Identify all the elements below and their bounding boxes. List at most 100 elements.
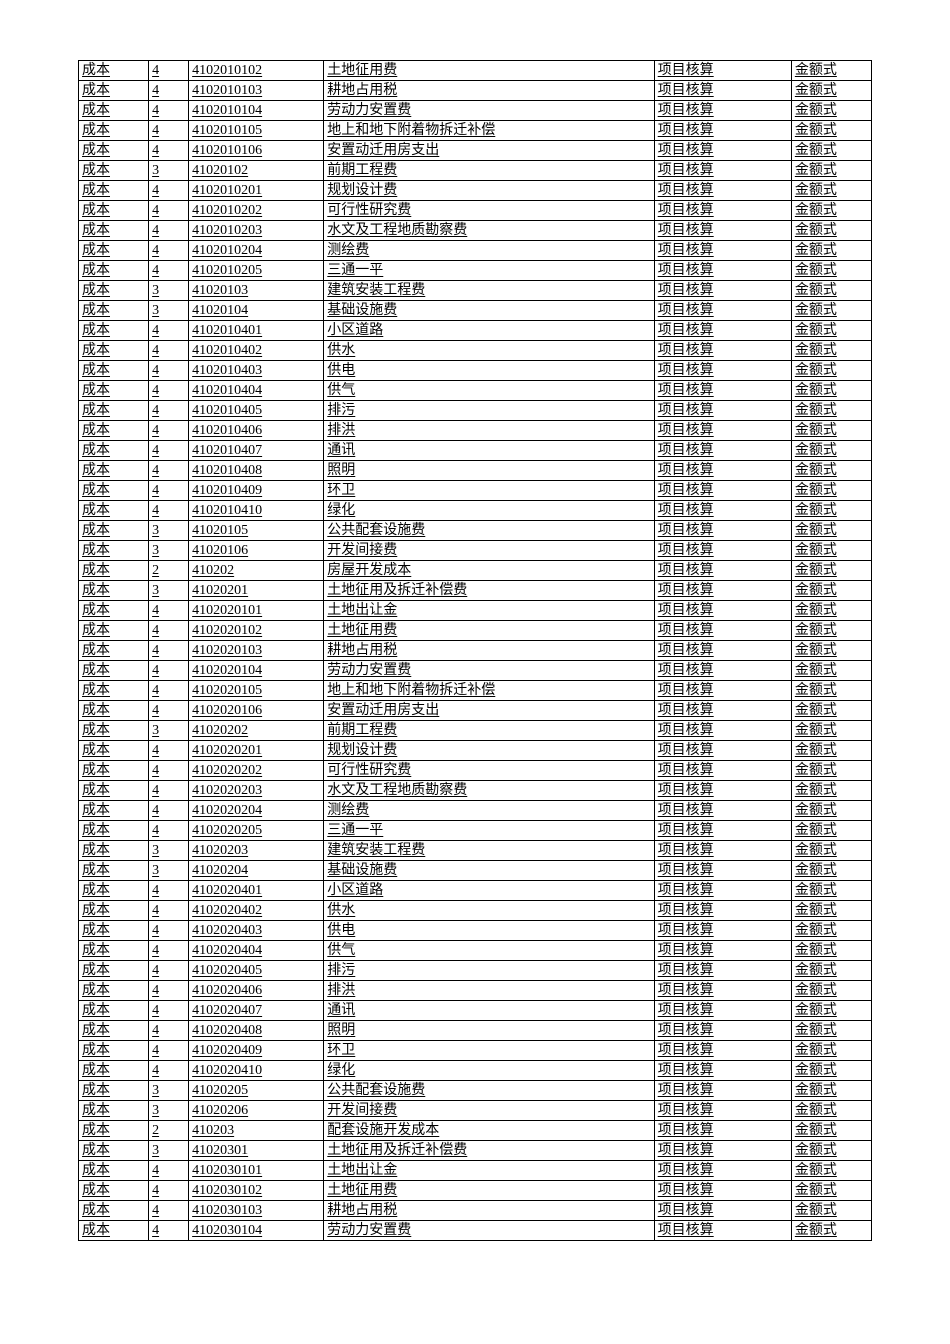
cell-name: 可行性研究费 [324, 201, 654, 221]
cell-name: 土地征用及拆迁补偿费 [324, 1141, 654, 1161]
cell-calc-method: 项目核算 [654, 221, 791, 241]
table-row: 成本44102010104劳动力安置费项目核算金额式 [79, 101, 872, 121]
cell-calc-method: 项目核算 [654, 1021, 791, 1041]
cell-name: 公共配套设施费 [324, 521, 654, 541]
table-row: 成本44102010407通讯项目核算金额式 [79, 441, 872, 461]
table-row: 成本44102020410绿化项目核算金额式 [79, 1061, 872, 1081]
cell-code: 4102010409 [189, 481, 324, 501]
cell-calc-method: 项目核算 [654, 1161, 791, 1181]
cell-category: 成本 [79, 601, 149, 621]
cell-format: 金额式 [791, 641, 871, 661]
cell-code: 4102010106 [189, 141, 324, 161]
cell-code: 410202 [189, 561, 324, 581]
cell-format: 金额式 [791, 721, 871, 741]
cell-name: 供电 [324, 361, 654, 381]
cell-format: 金额式 [791, 261, 871, 281]
cell-format: 金额式 [791, 521, 871, 541]
cell-level: 4 [149, 1041, 189, 1061]
table-row: 成本341020301土地征用及拆迁补偿费项目核算金额式 [79, 1141, 872, 1161]
cell-level: 4 [149, 661, 189, 681]
table-row: 成本44102010410绿化项目核算金额式 [79, 501, 872, 521]
cell-code: 4102010408 [189, 461, 324, 481]
cell-level: 4 [149, 681, 189, 701]
cell-name: 绿化 [324, 1061, 654, 1081]
table-row: 成本44102020406排洪项目核算金额式 [79, 981, 872, 1001]
cell-code: 4102010105 [189, 121, 324, 141]
cell-format: 金额式 [791, 421, 871, 441]
cell-name: 测绘费 [324, 241, 654, 261]
cell-format: 金额式 [791, 821, 871, 841]
cell-category: 成本 [79, 1061, 149, 1081]
cell-category: 成本 [79, 221, 149, 241]
cost-account-table: 成本44102010102土地征用费项目核算金额式成本44102010103耕地… [78, 60, 872, 1241]
cell-format: 金额式 [791, 1081, 871, 1101]
cell-calc-method: 项目核算 [654, 701, 791, 721]
cell-name: 土地征用及拆迁补偿费 [324, 581, 654, 601]
cell-format: 金额式 [791, 161, 871, 181]
cell-code: 4102010402 [189, 341, 324, 361]
cell-name: 水文及工程地质勘察费 [324, 781, 654, 801]
cell-code: 4102020202 [189, 761, 324, 781]
cell-code: 4102010104 [189, 101, 324, 121]
cell-name: 建筑安装工程费 [324, 841, 654, 861]
cell-format: 金额式 [791, 1041, 871, 1061]
cell-format: 金额式 [791, 501, 871, 521]
cell-level: 4 [149, 121, 189, 141]
cell-category: 成本 [79, 201, 149, 221]
cell-code: 4102010203 [189, 221, 324, 241]
cell-format: 金额式 [791, 1141, 871, 1161]
cell-category: 成本 [79, 1221, 149, 1241]
cell-code: 41020206 [189, 1101, 324, 1121]
cell-code: 41020301 [189, 1141, 324, 1161]
cell-level: 4 [149, 1181, 189, 1201]
cell-category: 成本 [79, 441, 149, 461]
cell-calc-method: 项目核算 [654, 961, 791, 981]
cell-format: 金额式 [791, 281, 871, 301]
cell-name: 土地征用费 [324, 61, 654, 81]
cell-calc-method: 项目核算 [654, 1101, 791, 1121]
cell-name: 小区道路 [324, 881, 654, 901]
cell-name: 劳动力安置费 [324, 101, 654, 121]
cell-format: 金额式 [791, 1061, 871, 1081]
cell-level: 4 [149, 401, 189, 421]
cell-name: 供电 [324, 921, 654, 941]
table-row: 成本341020105公共配套设施费项目核算金额式 [79, 521, 872, 541]
cell-level: 4 [149, 61, 189, 81]
cell-calc-method: 项目核算 [654, 721, 791, 741]
cell-name: 照明 [324, 1021, 654, 1041]
cell-level: 4 [149, 881, 189, 901]
cell-name: 耕地占用税 [324, 81, 654, 101]
cell-code: 41020103 [189, 281, 324, 301]
cell-format: 金额式 [791, 761, 871, 781]
cell-level: 3 [149, 541, 189, 561]
cell-level: 4 [149, 1001, 189, 1021]
cell-level: 4 [149, 321, 189, 341]
cell-calc-method: 项目核算 [654, 1061, 791, 1081]
cell-category: 成本 [79, 481, 149, 501]
cell-name: 安置动迁用房支出 [324, 141, 654, 161]
table-row: 成本44102020204测绘费项目核算金额式 [79, 801, 872, 821]
cell-calc-method: 项目核算 [654, 441, 791, 461]
cell-code: 4102020203 [189, 781, 324, 801]
cell-code: 41020205 [189, 1081, 324, 1101]
cell-code: 4102010406 [189, 421, 324, 441]
cell-category: 成本 [79, 1121, 149, 1141]
table-row: 成本44102020402供水项目核算金额式 [79, 901, 872, 921]
cell-level: 3 [149, 161, 189, 181]
cell-format: 金额式 [791, 1161, 871, 1181]
cell-category: 成本 [79, 241, 149, 261]
cell-level: 4 [149, 221, 189, 241]
cell-calc-method: 项目核算 [654, 1201, 791, 1221]
table-row: 成本341020103建筑安装工程费项目核算金额式 [79, 281, 872, 301]
table-row: 成本341020206开发间接费项目核算金额式 [79, 1101, 872, 1121]
cell-code: 4102010403 [189, 361, 324, 381]
table-row: 成本44102010106安置动迁用房支出项目核算金额式 [79, 141, 872, 161]
cell-category: 成本 [79, 821, 149, 841]
cell-category: 成本 [79, 261, 149, 281]
cell-calc-method: 项目核算 [654, 261, 791, 281]
table-row: 成本341020204基础设施费项目核算金额式 [79, 861, 872, 881]
cell-code: 4102020410 [189, 1061, 324, 1081]
cell-category: 成本 [79, 141, 149, 161]
cell-format: 金额式 [791, 581, 871, 601]
cell-format: 金额式 [791, 121, 871, 141]
